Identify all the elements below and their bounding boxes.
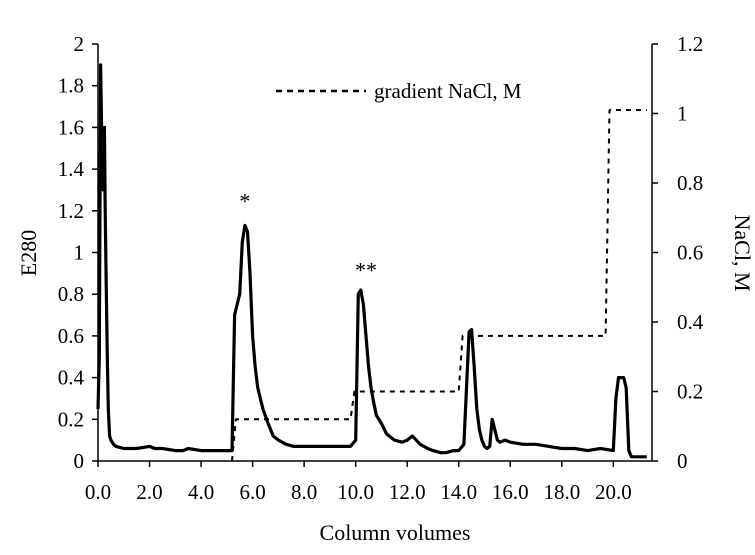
y-tick-label: 1.8 — [58, 74, 84, 98]
peak-annotation: * — [239, 189, 250, 214]
x-tick-label: 18.0 — [543, 480, 580, 504]
y-tick-label: 1.6 — [58, 115, 84, 139]
y-tick-label: 0.2 — [58, 407, 84, 431]
y-tick-label: 2 — [74, 32, 85, 56]
legend: gradient NaCl, M — [276, 79, 522, 103]
y-tick-label: 0.6 — [58, 324, 84, 348]
x-tick-label: 4.0 — [188, 480, 214, 504]
y-tick-label: 1 — [74, 241, 85, 265]
e280-absorbance-line — [96, 63, 647, 459]
x-tick-label: 6.0 — [239, 480, 265, 504]
y2-tick-label: 1 — [677, 102, 688, 126]
x-axis-title: Column volumes — [320, 520, 471, 545]
y-tick-label: 0.4 — [58, 366, 85, 390]
axes: 0.0 2.0 4.0 6.0 8.0 10.0 12.0 14.0 16.0 18.0 20.0 0… — [58, 32, 704, 504]
y-tick-label: 0 — [74, 449, 85, 473]
series-layer — [96, 63, 647, 462]
x-tick-label: 0.0 — [85, 480, 111, 504]
y2-tick-label: 0.8 — [677, 171, 703, 195]
y2-tick-label: 1.2 — [677, 32, 703, 56]
x-tick-label: 14.0 — [440, 480, 477, 504]
y-tick-label: 1.4 — [58, 157, 85, 181]
legend-label: gradient NaCl, M — [374, 79, 522, 103]
y2-tick-label: 0.4 — [677, 310, 704, 334]
x-tick-label: 12.0 — [389, 480, 426, 504]
y-tick-label: 0.8 — [58, 282, 84, 306]
x-tick-label: 8.0 — [291, 480, 317, 504]
y2-tick-label: 0.2 — [677, 380, 703, 404]
y-axis-title: E280 — [16, 230, 41, 276]
y2-tick-label: 0 — [677, 449, 688, 473]
x-tick-label: 2.0 — [136, 480, 162, 504]
x-tick-label: 16.0 — [492, 480, 529, 504]
x-tick-label: 20.0 — [595, 480, 632, 504]
y2-tick-label: 0.6 — [677, 241, 703, 265]
nacl-gradient-line — [231, 109, 647, 462]
x-tick-label: 10.0 — [337, 480, 374, 504]
y-tick-label: 1.2 — [58, 199, 84, 223]
y2-axis-title: NaCl, M — [730, 215, 755, 292]
peak-annotation: ** — [355, 258, 377, 283]
